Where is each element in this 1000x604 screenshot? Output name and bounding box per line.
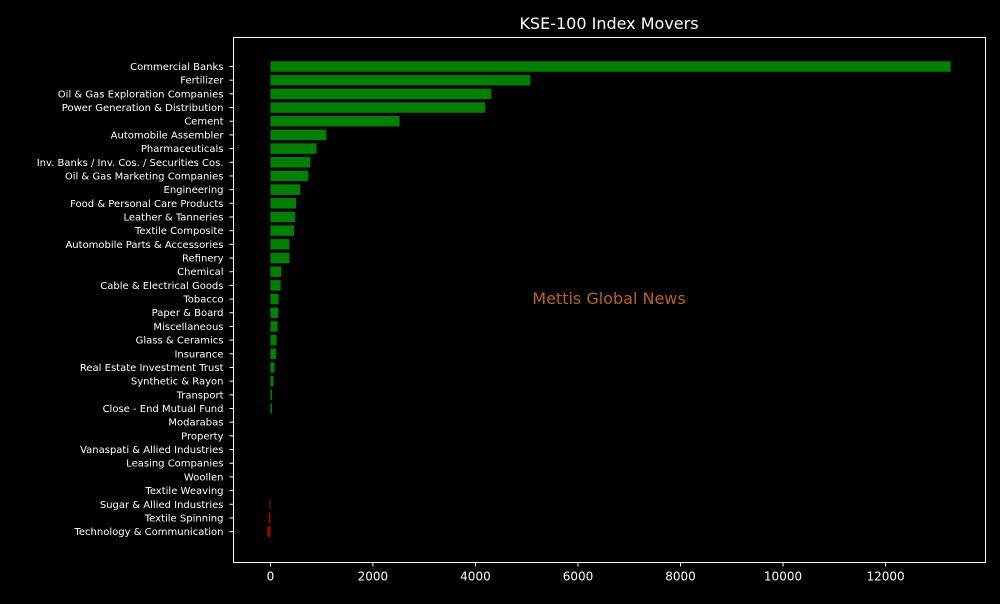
y-tick-labels: Commercial Banks Fertilizer Oil & Gas Expl… [37,62,234,538]
y-tick-label: Cement [184,117,223,128]
bar [267,526,271,537]
bar [270,389,272,401]
bar [270,61,951,72]
y-tick-label: Textile Spinning [144,513,224,524]
y-tick-label: Real Estate Investment Trust [80,363,224,374]
y-tick-label: Food & Personal Care Products [70,199,223,210]
y-tick-label: Sugar & Allied Industries [100,500,224,511]
y-tick-label: Tobacco [182,295,223,306]
x-tick-label: 8000 [665,570,696,584]
y-tick-label: Refinery [182,254,224,265]
bars-layer [267,61,951,537]
bar [270,252,290,264]
bar [270,74,531,86]
y-tick-label: Power Generation & Distribution [62,103,224,114]
bar [270,403,272,414]
plot-area [233,37,986,563]
y-tick-label: Inv. Banks / Inv. Cos. / Securities Cos. [37,158,224,169]
y-tick-label: Pharmaceuticals [141,144,224,155]
y-tick-label: Insurance [174,349,223,360]
x-tick-label: 4000 [460,570,491,584]
x-tick-label: 12000 [866,570,904,584]
x-tick-label: 0 [267,570,275,584]
y-tick-label: Miscellaneous [153,322,223,333]
bar [270,225,294,236]
y-tick-label: Automobile Parts & Accessories [65,240,223,251]
bar [270,198,297,209]
chart-title: KSE-100 Index Movers [519,14,698,33]
bar [270,321,278,332]
y-tick-label: Glass & Ceramics [136,336,224,347]
y-tick-label: Textile Composite [134,226,223,237]
y-tick-label: Leasing Companies [126,459,223,470]
bar [270,157,311,168]
y-tick-label: Transport [176,390,224,401]
y-tick-label: Paper & Board [152,308,224,319]
x-tick-label: 6000 [563,570,594,584]
bar [270,102,486,113]
y-tick-label: Oil & Gas Exploration Companies [58,89,224,100]
bar [270,239,290,250]
bar [270,334,277,346]
y-tick-label: Oil & Gas Marketing Companies [65,171,224,182]
bar [270,348,277,360]
bar [270,375,274,387]
bar [270,184,301,195]
watermark-text: Mettis Global News [532,289,685,308]
y-tick-label: Property [181,431,223,442]
bar [270,115,400,127]
y-tick-label: Chemical [177,267,223,278]
bar [268,512,271,524]
y-tick-label: Vanaspati & Allied Industries [80,445,223,456]
y-tick-label: Fertilizer [180,76,224,87]
bar [270,293,279,305]
bar [270,280,281,291]
bar [270,129,327,141]
bar [269,499,271,510]
y-tick-label: Automobile Assembler [111,130,225,141]
y-tick-label: Commercial Banks [130,62,223,73]
x-tick-label: 10000 [764,570,802,584]
x-tick-label: 2000 [358,570,389,584]
bar [270,211,296,223]
y-tick-label: Woollen [184,472,224,483]
y-tick-label: Close - End Mutual Fund [103,404,224,415]
y-tick-label: Technology & Communication [74,527,224,538]
x-axis-ticks: 0 2000 4000 6000 8000 10000 12000 [267,562,905,584]
bar [270,266,282,277]
bar [270,362,275,373]
bar [270,170,309,182]
y-tick-label: Modarabas [168,418,223,429]
y-tick-label: Textile Weaving [144,486,223,497]
y-tick-label: Engineering [164,185,224,196]
y-tick-label: Synthetic & Rayon [131,377,224,388]
bar [270,307,279,318]
bar [270,143,317,154]
y-tick-label: Cable & Electrical Goods [100,281,223,292]
y-tick-label: Leather & Tanneries [123,212,223,223]
bar [270,88,492,100]
